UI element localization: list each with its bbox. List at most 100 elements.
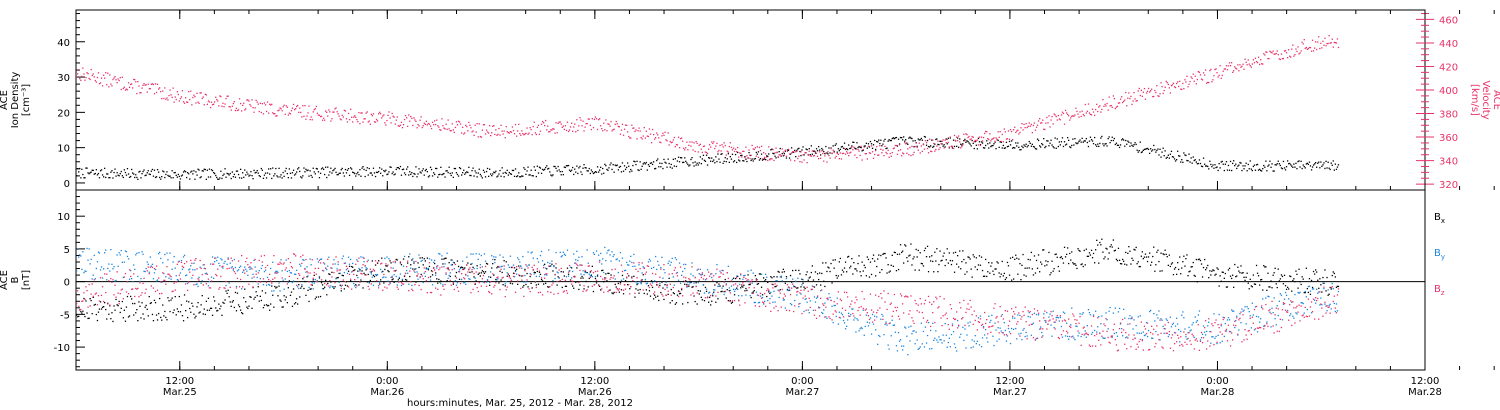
density-series-point	[257, 172, 259, 174]
bx-series-point	[278, 285, 280, 287]
density-series-point	[849, 147, 851, 150]
density-series-point	[1323, 162, 1325, 164]
velocity-series-point	[932, 139, 934, 141]
bx-series-point	[961, 261, 963, 263]
velocity-series-point	[205, 94, 207, 96]
bx-series-point	[539, 273, 542, 275]
velocity-series-point	[420, 116, 422, 118]
bx-series-point	[671, 300, 673, 302]
bx-series-point	[285, 296, 287, 298]
by-series-point	[280, 259, 282, 261]
by-series-point	[295, 273, 297, 275]
velocity-series-point	[804, 152, 806, 154]
velocity-series-point	[396, 116, 398, 118]
bx-series-point	[1300, 283, 1302, 286]
velocity-series-point	[491, 132, 493, 134]
by-series-point	[1074, 339, 1076, 341]
density-series-point	[170, 177, 172, 179]
density-series-point	[1170, 150, 1173, 152]
by-series-point	[1051, 335, 1053, 337]
by-series-point	[601, 263, 603, 265]
velocity-series-point	[180, 96, 183, 98]
by-series-point	[836, 297, 838, 299]
bx-series-point	[1167, 264, 1169, 266]
density-series-point	[248, 175, 250, 177]
bx-series-point	[477, 273, 479, 275]
by-series-point	[553, 266, 555, 268]
velocity-series-point	[621, 123, 624, 125]
by-series-point	[528, 264, 530, 266]
bx-series-point	[90, 299, 92, 302]
by-series-point	[563, 253, 565, 255]
density-series-point	[272, 167, 274, 169]
top-panel: ACE Ion Density [cm⁻³] ACE Velocity [km/…	[0, 9, 1500, 191]
density-series-point	[546, 165, 548, 167]
by-series-point	[590, 274, 592, 276]
bx-series-point	[451, 264, 453, 266]
velocity-series-point	[905, 143, 907, 145]
bx-series-point	[985, 258, 987, 261]
by-series-point	[1295, 312, 1297, 314]
by-series-point	[598, 254, 600, 256]
by-series-point	[1107, 328, 1109, 330]
bx-series-point	[1161, 270, 1163, 272]
bx-series-point	[1244, 279, 1246, 281]
by-series-point	[1259, 321, 1261, 323]
by-series-point	[1033, 312, 1036, 314]
by-series-point	[1113, 332, 1115, 335]
density-series-point	[302, 175, 304, 177]
by-series-point	[434, 259, 436, 262]
bx-series-point	[447, 268, 449, 270]
density-series-point	[471, 170, 473, 172]
density-series-point	[864, 145, 866, 147]
density-series-point	[730, 158, 733, 160]
velocity-series-point	[438, 126, 440, 128]
by-series-point	[1151, 337, 1153, 339]
velocity-series-point	[188, 91, 190, 93]
bx-series-point	[1018, 258, 1020, 260]
bx-series-point	[527, 286, 529, 288]
velocity-series-point	[124, 89, 127, 91]
by-series-point	[393, 274, 395, 276]
bx-series-point	[132, 302, 134, 305]
by-series-point	[629, 260, 631, 262]
velocity-label-line-2: Velocity	[1480, 80, 1491, 119]
density-series-point	[1142, 149, 1144, 151]
by-series-point	[111, 263, 113, 265]
density-series-point	[1185, 154, 1187, 157]
velocity-series-point	[137, 81, 139, 83]
bx-series-point	[958, 266, 960, 268]
bx-series-point	[972, 254, 974, 256]
by-series-point	[443, 266, 445, 268]
density-series-point	[690, 158, 692, 161]
velocity-series-point	[243, 102, 245, 104]
velocity-series-point	[927, 152, 930, 154]
density-series-point	[665, 162, 667, 164]
by-series-point	[1167, 335, 1169, 338]
bx-series-point	[713, 291, 715, 293]
bx-series-point	[1034, 272, 1037, 274]
velocity-series-point	[428, 123, 431, 125]
density-series-point	[646, 169, 648, 171]
density-series-point	[1328, 167, 1330, 169]
velocity-series-point	[121, 76, 123, 78]
by-series-point	[663, 269, 665, 271]
velocity-series-point	[435, 123, 437, 126]
by-series-point	[1159, 339, 1161, 341]
velocity-series-point	[269, 103, 271, 105]
by-series-point	[820, 290, 822, 292]
velocity-series-point	[189, 98, 191, 101]
velocity-series-point	[423, 122, 425, 124]
velocity-series-point	[525, 132, 527, 134]
bx-series-point	[1242, 272, 1244, 274]
by-series-point	[543, 264, 545, 267]
density-series-point	[1105, 143, 1107, 145]
bx-series-point	[95, 313, 97, 316]
velocity-series-point	[1116, 105, 1119, 107]
density-series-point	[111, 170, 113, 172]
velocity-series-point	[358, 112, 360, 114]
bx-series-point	[1296, 273, 1298, 275]
density-series-point	[249, 174, 251, 176]
by-series-point	[966, 334, 968, 336]
velocity-series-point	[1034, 129, 1037, 131]
